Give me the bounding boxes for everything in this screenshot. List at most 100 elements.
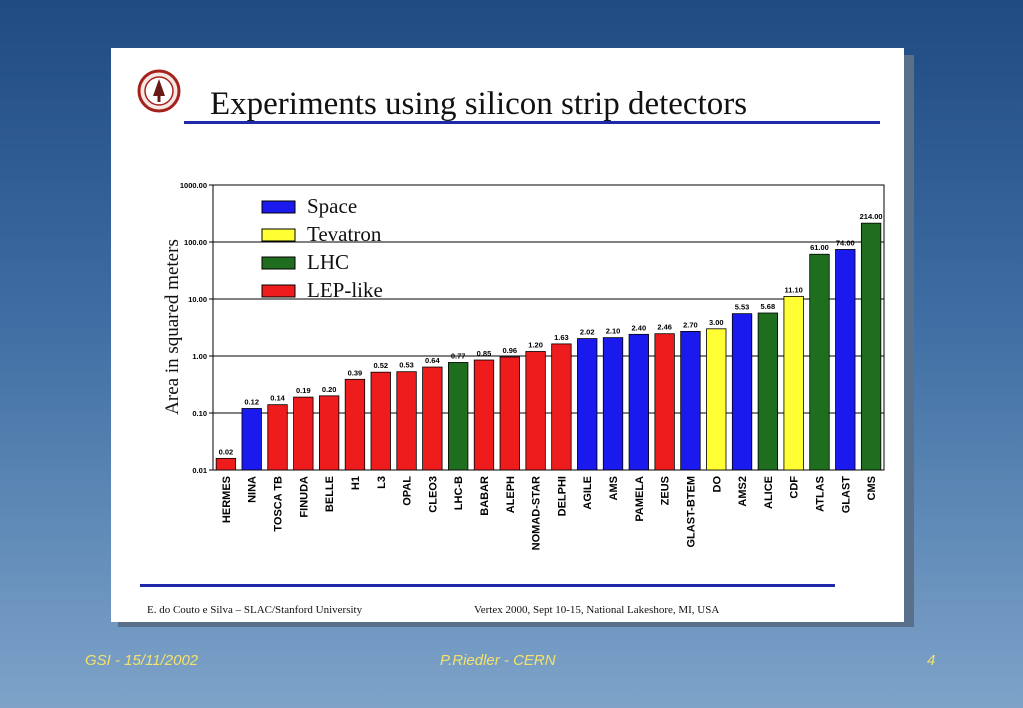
bar (731, 313, 753, 471)
bar (809, 253, 830, 471)
bottom-rule (140, 584, 835, 587)
bar (344, 378, 366, 471)
slide-credit-conference: Vertex 2000, Sept 10-15, National Lakesh… (474, 604, 720, 616)
bar (654, 333, 675, 471)
x-tick-label: NINA (247, 476, 259, 503)
x-tick-label: TOSCA TB (273, 476, 285, 532)
y-tick-label: 10.00 (188, 295, 207, 304)
data-label: 0.14 (270, 394, 285, 403)
legend-swatch (261, 200, 296, 214)
bar (473, 359, 495, 471)
bar (628, 333, 649, 471)
footer-author: P.Riedler - CERN (440, 652, 556, 669)
x-tick-label: GLAST (840, 476, 852, 514)
data-label: 0.77 (451, 351, 466, 360)
data-label: 74.00 (836, 238, 855, 247)
title-underline (184, 121, 880, 124)
x-tick-label: CLEO3 (427, 476, 439, 513)
bar (680, 331, 701, 471)
slide-credit-author: E. do Couto e Silva – SLAC/Stanford Univ… (147, 604, 363, 616)
x-tick-label: BELLE (324, 476, 336, 512)
x-tick-label: CMS (866, 476, 878, 500)
data-label: 0.85 (477, 349, 492, 358)
bar (215, 457, 237, 471)
x-tick-label: AMS (608, 476, 620, 500)
bar (757, 312, 779, 471)
x-tick-label: DELPHI (556, 476, 568, 516)
bar (318, 395, 340, 471)
bar (577, 338, 598, 471)
legend-label: LHC (307, 250, 349, 274)
bar (370, 371, 391, 471)
bar (860, 222, 882, 471)
y-axis-label: Area in squared meters (162, 239, 183, 415)
data-label: 0.39 (348, 368, 363, 377)
bar (422, 366, 443, 471)
footer-date: GSI - 15/11/2002 (85, 652, 199, 669)
bar (551, 343, 572, 471)
legend-swatch (261, 228, 296, 242)
bar (293, 396, 314, 471)
bar (396, 371, 417, 471)
data-label: 1.20 (528, 340, 543, 349)
x-tick-label: H1 (350, 476, 362, 490)
x-tick-label: AMS2 (737, 476, 749, 507)
x-tick-label: BABAR (479, 476, 491, 516)
data-label: 11.10 (784, 285, 802, 294)
data-label: 2.46 (657, 323, 672, 332)
data-label: 3.00 (709, 318, 724, 327)
data-label: 2.02 (580, 328, 595, 337)
data-label: 0.96 (502, 346, 517, 355)
data-label: 61.00 (810, 243, 829, 252)
data-label: 1.63 (554, 333, 569, 342)
y-tick-label: 1000.00 (180, 181, 207, 190)
x-tick-label: CDF (789, 476, 801, 499)
x-tick-label: ALICE (763, 476, 775, 509)
x-tick-label: ZEUS (660, 476, 672, 505)
bar (783, 296, 804, 471)
data-label: 2.10 (606, 327, 621, 336)
x-tick-label: ALEPH (505, 476, 517, 513)
x-tick-label: DO (711, 476, 723, 493)
data-label: 5.68 (761, 302, 776, 311)
x-tick-label: PAMELA (634, 476, 646, 522)
data-label: 0.53 (399, 361, 414, 370)
bar (706, 328, 727, 471)
bar (602, 337, 624, 471)
data-label: 0.19 (296, 386, 311, 395)
x-tick-label: AGILE (582, 476, 594, 510)
x-tick-label: FINUDA (298, 476, 310, 518)
x-tick-label: L3 (376, 476, 388, 489)
data-label: 5.53 (735, 303, 750, 312)
x-tick-label: GLAST-BTEM (685, 476, 697, 548)
data-label: 2.70 (683, 320, 698, 329)
bar (448, 362, 469, 471)
slide-title: Experiments using silicon strip detector… (210, 86, 748, 122)
stanford-seal-icon (137, 69, 181, 113)
x-tick-label: LHC-B (453, 476, 465, 510)
legend-label: LEP-like (307, 278, 383, 302)
bar (267, 404, 288, 471)
footer-page-number: 4 (927, 652, 936, 669)
y-tick-label: 0.01 (192, 466, 207, 475)
legend-label: Tevatron (307, 222, 382, 246)
y-tick-label: 1.00 (192, 352, 207, 361)
bar (499, 356, 520, 471)
bar (835, 249, 856, 471)
legend-label: Space (307, 194, 357, 218)
data-label: 2.40 (632, 323, 647, 332)
y-tick-label: 0.10 (192, 409, 207, 418)
bar (525, 351, 546, 471)
data-label: 214.00 (860, 212, 883, 221)
legend-swatch (261, 284, 296, 298)
x-tick-label: HERMES (221, 476, 233, 523)
data-label: 0.52 (373, 361, 388, 370)
x-tick-label: OPAL (402, 476, 414, 506)
data-label: 0.12 (244, 397, 259, 406)
data-label: 0.64 (425, 356, 440, 365)
data-label: 0.20 (322, 385, 337, 394)
data-label: 0.02 (219, 447, 234, 456)
legend-swatch (261, 256, 296, 270)
x-tick-label: NOMAD-STAR (531, 476, 543, 550)
